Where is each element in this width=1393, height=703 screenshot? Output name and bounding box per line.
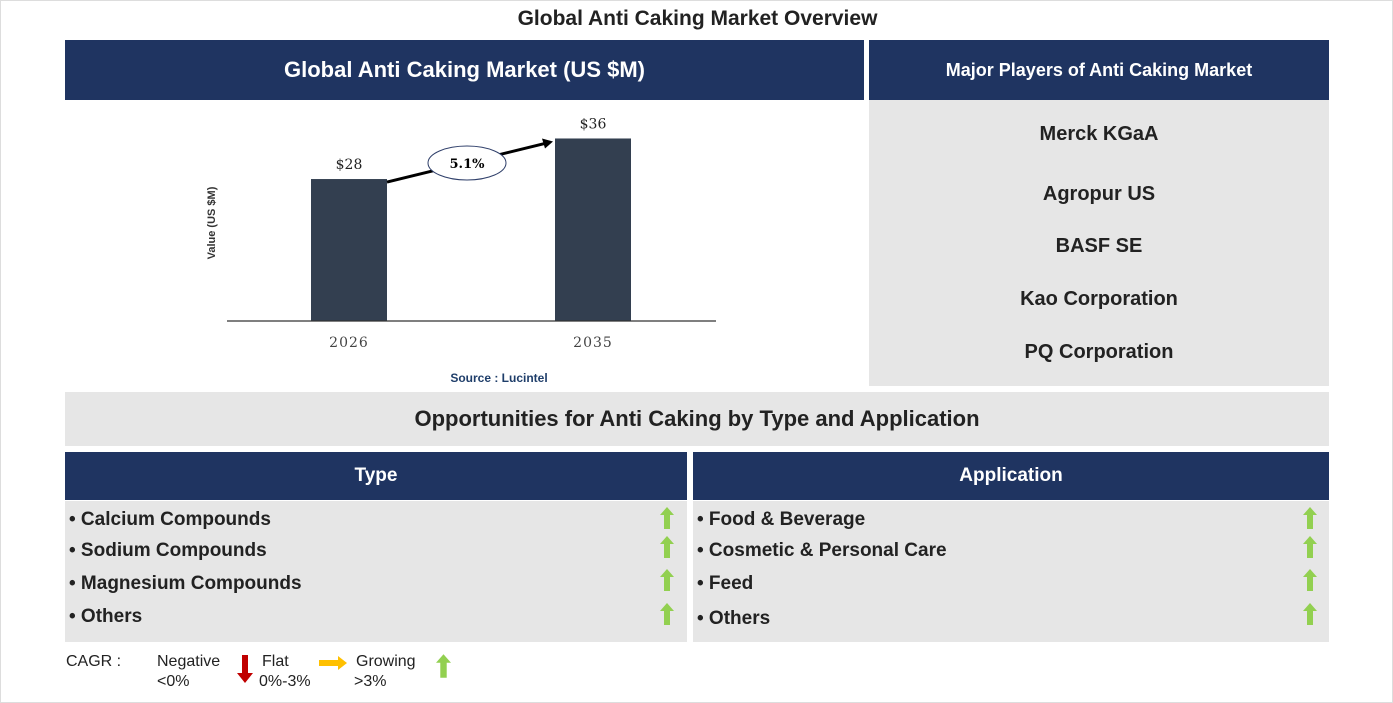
bar-chart: Value (US $M) $28 2026 $36 2035 5.1% Source… bbox=[206, 116, 716, 385]
bar-2035 bbox=[555, 138, 631, 321]
green-up-arrow-icon bbox=[436, 654, 451, 678]
legend-negative-range: <0% bbox=[157, 673, 190, 690]
legend-flat-range: 0%-3% bbox=[259, 673, 311, 690]
page-title: Global Anti Caking Market Overview bbox=[517, 7, 878, 30]
green-up-arrow-icon bbox=[1303, 536, 1317, 558]
chart-header: Global Anti Caking Market (US $M) bbox=[65, 40, 864, 100]
legend-label: CAGR : bbox=[66, 653, 122, 670]
green-up-arrow-icon bbox=[660, 569, 674, 591]
list-item: • Cosmetic & Personal Care bbox=[697, 540, 947, 561]
data-label: $28 bbox=[336, 157, 363, 173]
data-label: $36 bbox=[580, 116, 607, 132]
red-down-arrow-icon bbox=[237, 655, 253, 683]
green-up-arrow-icon bbox=[1303, 507, 1317, 529]
type-list: • Calcium Compounds • Sodium Compounds •… bbox=[65, 501, 687, 642]
player-item: Kao Corporation bbox=[1020, 288, 1178, 310]
players-panel: Merck KGaA Agropur US BASF SE Kao Corpor… bbox=[869, 100, 1329, 386]
x-tick-label: 2026 bbox=[329, 335, 369, 351]
cagr-label: 5.1% bbox=[450, 157, 486, 172]
source-label: Source : Lucintel bbox=[450, 371, 547, 385]
application-header: Application bbox=[693, 452, 1329, 500]
green-up-arrow-icon bbox=[660, 536, 674, 558]
green-up-arrow-icon bbox=[1303, 603, 1317, 625]
list-item: • Sodium Compounds bbox=[69, 540, 267, 561]
legend-negative: Negative bbox=[157, 653, 221, 670]
list-item: • Calcium Compounds bbox=[69, 509, 271, 530]
yellow-right-arrow-icon bbox=[319, 656, 347, 670]
player-item: Merck KGaA bbox=[1039, 123, 1159, 145]
legend-growing: Growing bbox=[356, 653, 416, 670]
green-up-arrow-icon bbox=[1303, 569, 1317, 591]
arrow-head-icon bbox=[542, 138, 553, 149]
type-header: Type bbox=[65, 452, 687, 500]
player-item: BASF SE bbox=[1055, 235, 1143, 257]
list-item: • Food & Beverage bbox=[697, 509, 866, 530]
application-list: • Food & Beverage • Cosmetic & Personal … bbox=[693, 501, 1329, 642]
bar-2026 bbox=[311, 179, 387, 321]
y-axis-label: Value (US $M) bbox=[206, 186, 218, 259]
list-item: • Others bbox=[697, 608, 771, 629]
list-item: • Magnesium Compounds bbox=[69, 573, 302, 594]
list-item: • Feed bbox=[697, 573, 754, 594]
opportunities-header: Opportunities for Anti Caking by Type an… bbox=[65, 392, 1329, 446]
x-tick-label: 2035 bbox=[573, 335, 613, 351]
cagr-bubble bbox=[427, 145, 507, 181]
legend-flat: Flat bbox=[262, 653, 289, 670]
player-item: PQ Corporation bbox=[1024, 341, 1174, 363]
legend-growing-range: >3% bbox=[354, 673, 387, 690]
list-item: • Others bbox=[69, 606, 143, 627]
players-header: Major Players of Anti Caking Market bbox=[869, 40, 1329, 100]
player-item: Agropur US bbox=[1042, 183, 1156, 205]
green-up-arrow-icon bbox=[660, 603, 674, 625]
green-up-arrow-icon bbox=[660, 507, 674, 529]
